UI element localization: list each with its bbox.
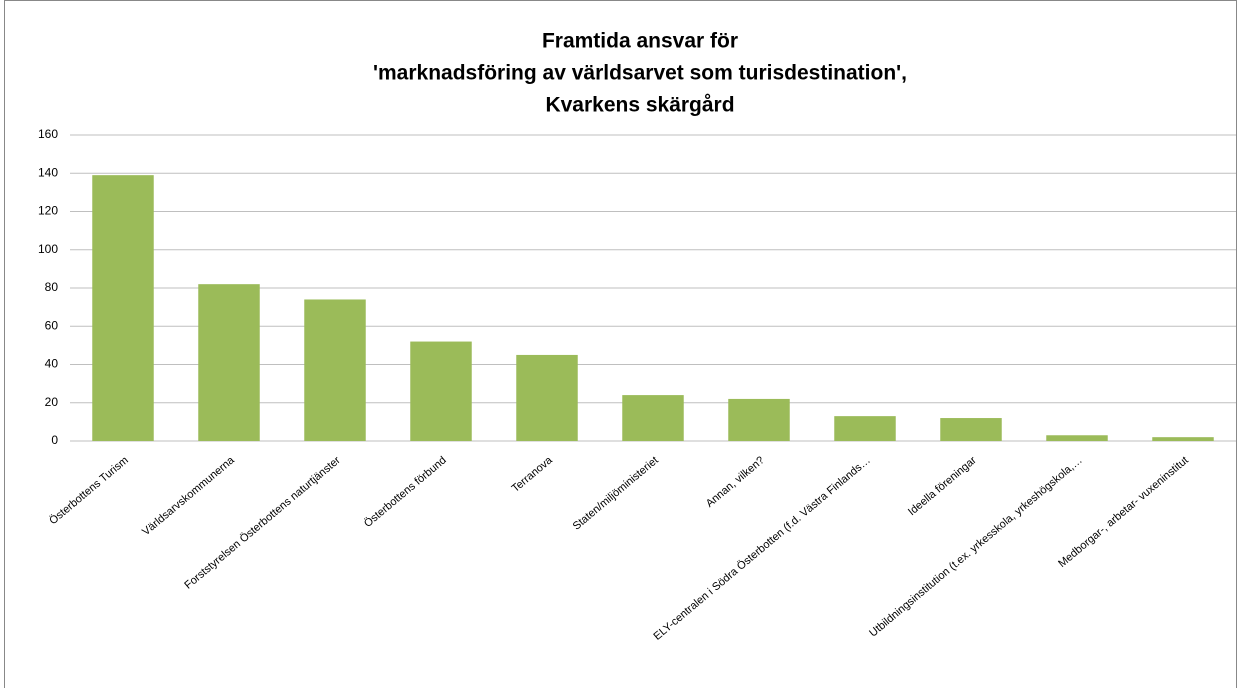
- y-tick-label: 140: [38, 165, 58, 179]
- chart-title: Kvarkens skärgård: [545, 94, 734, 117]
- bar: [516, 354, 578, 441]
- x-tick-label: Österbottens Turism: [47, 454, 131, 527]
- x-tick-label: Medborgar-, arbetar- vuxeninstitut: [1056, 454, 1191, 570]
- bar: [622, 395, 684, 441]
- bar: [1152, 437, 1214, 441]
- y-tick-label: 120: [38, 204, 58, 218]
- bar: [834, 416, 896, 441]
- bar: [92, 175, 154, 441]
- y-tick-label: 40: [45, 357, 59, 371]
- bar: [410, 341, 472, 441]
- y-tick-label: 60: [45, 318, 59, 332]
- bar: [304, 299, 366, 441]
- bar: [1046, 435, 1108, 441]
- y-tick-label: 160: [38, 127, 58, 141]
- chart-title: Framtida ansvar för: [542, 30, 738, 53]
- x-tick-label: Annan, vilken?: [704, 454, 767, 510]
- x-tick-label: Terranova: [510, 454, 556, 495]
- y-tick-label: 0: [51, 433, 58, 447]
- x-tick-label: Ideella föreningar: [906, 454, 979, 518]
- x-tick-label: ELY-centralen i Södra Österbotten (f.d. …: [652, 454, 873, 642]
- chart-frame: [4, 0, 1237, 688]
- x-tick-label: Världsarvskommunerna: [140, 454, 237, 538]
- x-tick-label: Österbottens förbund: [362, 454, 449, 530]
- bar: [728, 398, 790, 441]
- y-tick-label: 20: [45, 395, 59, 409]
- bar: [198, 284, 260, 441]
- x-tick-label: Staten/miljöministeriet: [571, 454, 661, 532]
- y-tick-label: 80: [45, 280, 59, 294]
- y-tick-label: 100: [38, 242, 58, 256]
- chart-title: 'marknadsföring av världsarvet som turis…: [373, 62, 907, 85]
- x-tick-label: Utbildningsinstitution (t.ex. yrkesskola…: [867, 454, 1085, 639]
- bar: [940, 418, 1002, 441]
